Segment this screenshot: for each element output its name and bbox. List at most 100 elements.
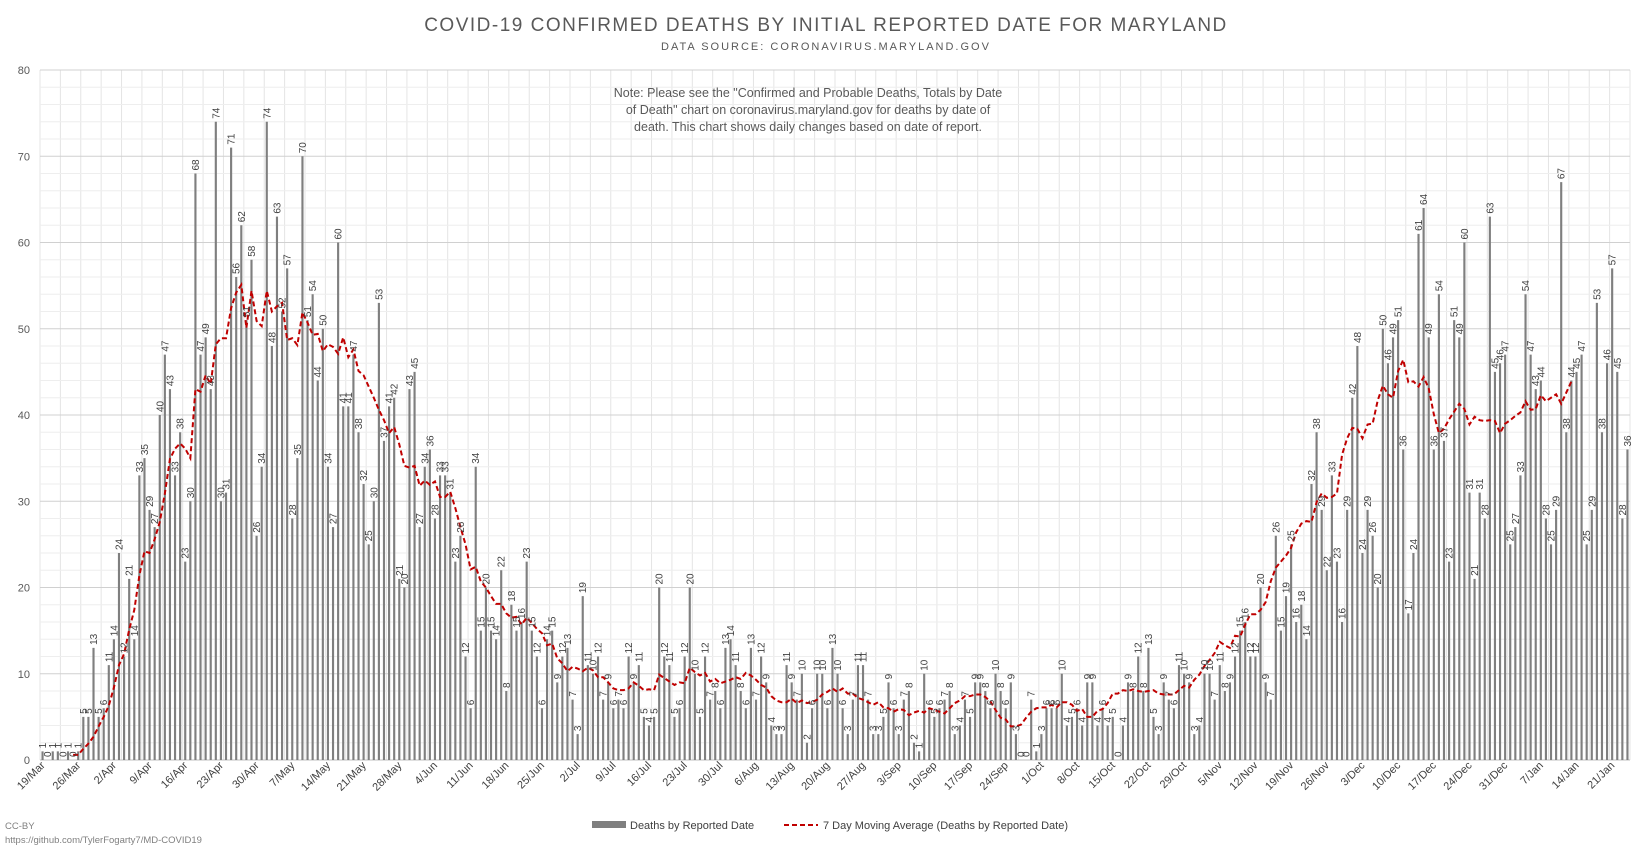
data-label: 54 <box>1521 280 1532 292</box>
bar <box>168 389 172 760</box>
x-tick-label: 11/Jun <box>444 760 475 791</box>
bar <box>275 216 279 760</box>
data-label: 51 <box>1450 306 1461 318</box>
bar <box>123 656 126 760</box>
bar <box>1580 354 1583 760</box>
y-tick-label: 0 <box>24 755 30 767</box>
bar <box>1254 656 1257 760</box>
data-label: 47 <box>1577 340 1588 352</box>
x-tick-label: 14/May <box>299 759 333 793</box>
bar <box>877 734 880 760</box>
bar <box>199 354 202 760</box>
bar <box>311 294 314 760</box>
bar <box>1371 535 1374 760</box>
data-label: 16 <box>1241 607 1252 619</box>
data-label: 14 <box>492 625 503 637</box>
data-label: 1 <box>74 742 85 748</box>
data-label: 10 <box>818 659 829 671</box>
data-label: 10 <box>690 659 701 671</box>
data-label: 38 <box>1597 418 1608 430</box>
data-label: 10 <box>797 659 808 671</box>
bar <box>617 699 620 760</box>
bar <box>510 604 513 760</box>
bar <box>219 501 222 760</box>
bar <box>1167 699 1170 760</box>
bar <box>163 354 166 760</box>
grid <box>39 69 1631 761</box>
bar <box>1040 734 1043 760</box>
data-label: 14 <box>109 625 120 637</box>
data-label: 7 <box>899 691 910 697</box>
data-label: 67 <box>1557 168 1568 180</box>
data-label: 33 <box>1327 461 1338 473</box>
data-label: 12 <box>680 642 691 654</box>
data-label: 6 <box>537 699 548 705</box>
data-label: 3 <box>573 725 584 731</box>
data-label: 1 <box>48 742 59 748</box>
bar <box>846 734 849 760</box>
bar <box>464 656 467 760</box>
x-axis: 19/Mar 26/Mar 2/Apr 9/Apr 16/Apr 23/Apr 30/Apr… <box>15 759 1617 793</box>
data-label: 2 <box>909 734 920 740</box>
bar <box>469 708 472 760</box>
bar <box>1188 682 1191 760</box>
bar <box>280 311 284 760</box>
data-label: 14 <box>726 625 737 637</box>
data-label: 11 <box>859 651 870 662</box>
data-label: 11 <box>853 651 864 662</box>
bar <box>1560 182 1563 760</box>
y-tick-label: 80 <box>18 65 30 77</box>
bar <box>867 699 870 760</box>
data-label: 28 <box>1618 504 1629 516</box>
bar <box>637 665 640 760</box>
data-label: 33 <box>436 461 447 473</box>
data-label: 1 <box>1032 742 1043 748</box>
bar <box>1391 337 1395 760</box>
data-label: 11 <box>665 651 676 662</box>
bar <box>41 751 44 760</box>
note-line: Note: Please see the "Confirmed and Prob… <box>614 86 1003 100</box>
data-label: 47 <box>349 340 360 352</box>
bar <box>474 466 477 760</box>
data-label: 26 <box>1368 521 1379 533</box>
bar <box>153 527 156 760</box>
bar <box>749 647 752 760</box>
bar <box>331 527 335 760</box>
data-label: 7 <box>848 691 859 697</box>
bar <box>117 553 121 760</box>
data-label: 9 <box>1185 673 1196 679</box>
bar <box>918 751 921 760</box>
x-tick-label: 14/Jan <box>1550 760 1582 792</box>
data-label: 70 <box>298 142 309 154</box>
bar <box>831 647 834 760</box>
data-label: 3 <box>1037 725 1048 731</box>
data-label: 8 <box>1220 682 1231 688</box>
data-label: 8 <box>1139 682 1150 688</box>
bar <box>1555 509 1558 760</box>
data-label: 12 <box>1231 642 1242 654</box>
bar <box>780 734 783 760</box>
bar <box>362 484 365 760</box>
bar <box>1269 699 1272 760</box>
x-tick-label: 28/May <box>370 759 404 793</box>
bar <box>235 277 238 760</box>
data-label: 49 <box>1455 323 1466 335</box>
bar <box>968 716 972 760</box>
data-label: 33 <box>441 461 452 473</box>
data-label: 7 <box>1210 691 1221 697</box>
data-label: 6 <box>609 699 620 705</box>
bar <box>1498 363 1502 760</box>
bar <box>1422 208 1425 760</box>
bar <box>938 708 941 760</box>
bar <box>245 320 248 760</box>
data-label: 53 <box>1592 288 1603 300</box>
data-label: 13 <box>721 633 732 645</box>
bar <box>591 673 595 760</box>
bar <box>1233 656 1237 760</box>
data-label: 3 <box>950 725 961 731</box>
bar <box>1030 699 1033 760</box>
data-label: 6 <box>619 699 630 705</box>
data-label: 6 <box>1098 699 1109 705</box>
bar <box>1274 535 1277 760</box>
bar <box>724 647 727 760</box>
